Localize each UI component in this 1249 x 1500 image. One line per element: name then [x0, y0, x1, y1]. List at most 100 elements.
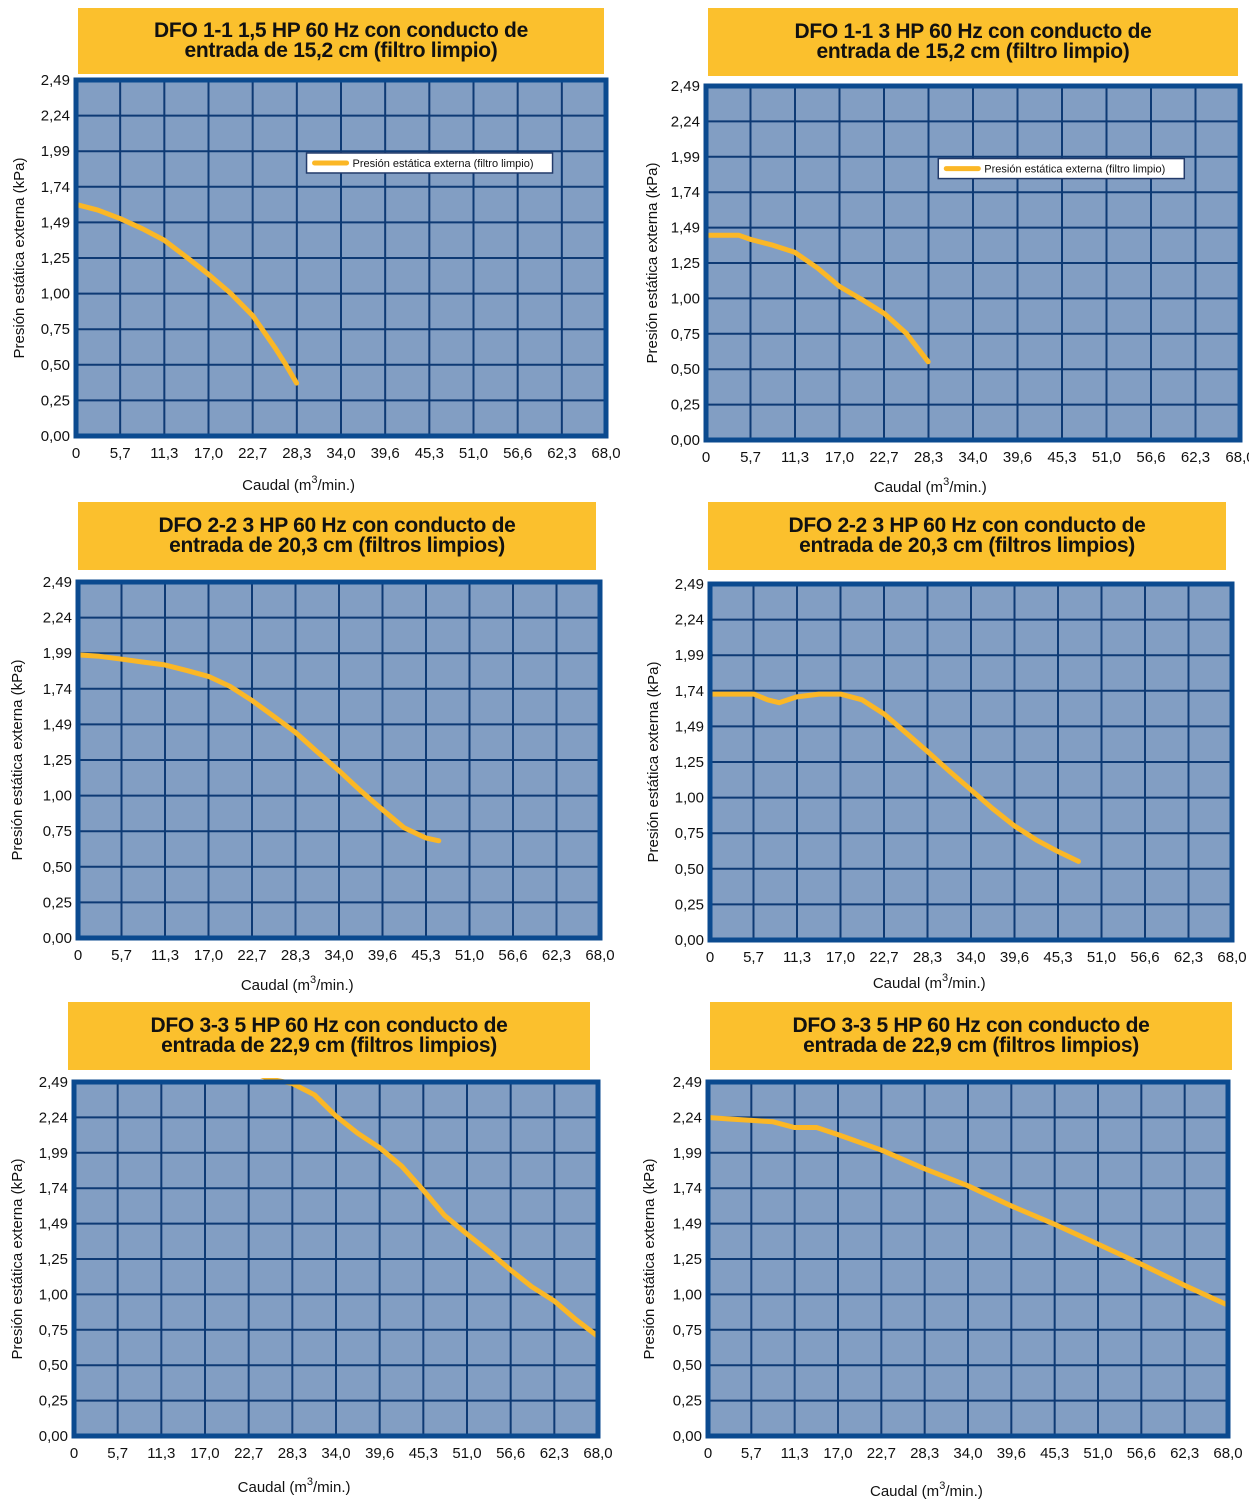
chart-title: DFO 2-2 3 HP 60 Hz con conducto de entrad… — [708, 502, 1226, 570]
y-tick-label: 1,99 — [39, 1145, 68, 1162]
y-tick-label: 0,25 — [39, 1393, 68, 1410]
x-tick-label: 17,0 — [826, 949, 855, 966]
y-tick-label: 1,49 — [39, 1216, 68, 1233]
y-tick-label: 1,74 — [41, 179, 70, 196]
x-tick-label: 68,0 — [1217, 949, 1246, 966]
x-axis-label-tail: /min.) — [948, 975, 986, 992]
chart-title-line: entrada de 20,3 cm (filtros limpios) — [169, 534, 505, 557]
y-tick-label: 1,99 — [675, 647, 704, 664]
x-tick-label: 39,6 — [1000, 949, 1029, 966]
y-tick-label: 1,49 — [41, 214, 70, 231]
x-tick-label: 11,3 — [783, 949, 811, 966]
y-tick-label: 1,49 — [673, 1216, 702, 1233]
x-tick-label: 5,7 — [111, 947, 132, 964]
x-tick-label: 11,3 — [781, 1445, 809, 1462]
x-axis-label-tail: /min.) — [949, 479, 987, 496]
y-tick-label: 1,74 — [673, 1180, 702, 1197]
x-tick-label: 28,3 — [278, 1445, 307, 1462]
x-tick-label: 62,3 — [1174, 949, 1203, 966]
y-tick-label: 1,25 — [671, 255, 700, 272]
y-tick-label: 1,25 — [673, 1251, 702, 1268]
x-tick-label: 45,3 — [411, 947, 440, 964]
legend: Presión estática externa (filtro limpio) — [937, 157, 1186, 180]
x-axis-label-sup: 3 — [311, 474, 317, 486]
x-tick-label: 68,0 — [591, 445, 620, 462]
x-axis-label: Caudal (m3/min.) — [870, 1480, 983, 1500]
x-tick-label: 22,7 — [869, 449, 898, 466]
x-axis-label-sup: 3 — [942, 972, 948, 984]
x-axis-label: Caudal (m3/min.) — [874, 476, 987, 496]
y-tick-label: 1,99 — [671, 149, 700, 166]
plot-frame — [75, 579, 603, 941]
y-tick-label: 0,00 — [41, 428, 70, 445]
x-tick-label: 62,3 — [542, 947, 571, 964]
x-axis-label-tail: /min.) — [313, 1479, 351, 1496]
x-axis-label-main: Caudal (m — [870, 1483, 939, 1500]
y-tick-label: 2,24 — [673, 1109, 702, 1126]
y-tick-label: 0,25 — [41, 392, 70, 409]
y-tick-label: 0,75 — [43, 823, 72, 840]
y-axis-label: Presión estática externa (kPa) — [9, 1159, 26, 1360]
x-tick-label: 45,3 — [1043, 949, 1072, 966]
chart-title-line: entrada de 20,3 cm (filtros limpios) — [799, 534, 1135, 557]
y-tick-label: 1,49 — [671, 220, 700, 237]
x-tick-label: 34,0 — [326, 445, 355, 462]
x-tick-label: 22,7 — [869, 949, 898, 966]
legend-box — [937, 157, 1186, 180]
x-axis-label: Caudal (m3/min.) — [242, 474, 355, 494]
x-tick-label: 0 — [702, 449, 710, 466]
legend-box — [305, 152, 554, 174]
y-tick-label: 1,00 — [43, 788, 72, 805]
chart-title: DFO 2-2 3 HP 60 Hz con conducto de entrad… — [78, 502, 596, 570]
y-tick-label: 1,99 — [673, 1145, 702, 1162]
x-axis-label: Caudal (m3/min.) — [241, 974, 354, 994]
x-tick-label: 22,7 — [234, 1445, 263, 1462]
x-tick-label: 22,7 — [237, 947, 266, 964]
x-tick-label: 34,0 — [956, 949, 985, 966]
y-axis-label: Presión estática externa (kPa) — [9, 660, 26, 861]
y-tick-label: 2,49 — [675, 576, 704, 593]
x-tick-label: 68,0 — [1213, 1445, 1242, 1462]
x-tick-label: 28,3 — [910, 1445, 939, 1462]
y-tick-label: 1,74 — [39, 1180, 68, 1197]
x-tick-label: 34,0 — [953, 1445, 982, 1462]
plot-frame — [707, 581, 1235, 943]
y-tick-label: 0,00 — [675, 932, 704, 949]
chart-title-line: entrada de 15,2 cm (filtro limpio) — [816, 40, 1130, 63]
y-tick-label: 0,50 — [671, 361, 700, 378]
x-axis-label: Caudal (m3/min.) — [873, 972, 986, 992]
y-tick-label: 1,25 — [39, 1251, 68, 1268]
x-tick-label: 45,3 — [409, 1445, 438, 1462]
chart-title: DFO 1-1 3 HP 60 Hz con conducto de entrad… — [708, 8, 1238, 76]
x-tick-label: 39,6 — [997, 1445, 1026, 1462]
x-tick-label: 0 — [706, 949, 714, 966]
x-tick-label: 56,6 — [503, 445, 532, 462]
y-tick-label: 0,00 — [673, 1428, 702, 1445]
x-tick-label: 51,0 — [459, 445, 488, 462]
y-tick-label: 0,75 — [671, 326, 700, 343]
y-tick-label: 0,75 — [673, 1322, 702, 1339]
y-tick-label: 0,25 — [675, 896, 704, 913]
chart-title-line: DFO 1-1 3 HP 60 Hz con conducto de — [794, 20, 1152, 43]
y-tick-label: 1,99 — [41, 143, 70, 160]
x-axis-label-main: Caudal (m — [238, 1479, 307, 1496]
y-tick-label: 0,00 — [43, 930, 72, 947]
x-tick-label: 11,3 — [150, 445, 178, 462]
x-tick-label: 28,3 — [913, 949, 942, 966]
plot-frame — [705, 1079, 1231, 1439]
y-tick-label: 0,75 — [39, 1322, 68, 1339]
chart-title-line: DFO 3-3 5 HP 60 Hz con conducto de — [150, 1014, 508, 1037]
chart-title-line: entrada de 22,9 cm (filtros limpios) — [161, 1034, 497, 1057]
x-tick-label: 56,6 — [1136, 449, 1165, 466]
y-tick-label: 1,25 — [675, 754, 704, 771]
x-tick-label: 5,7 — [110, 445, 131, 462]
x-tick-label: 56,6 — [1130, 949, 1159, 966]
y-tick-label: 0,50 — [43, 859, 72, 876]
chart-title: DFO 3-3 5 HP 60 Hz con conducto de entrad… — [710, 1002, 1232, 1070]
series-line — [260, 1078, 598, 1339]
x-tick-label: 11,3 — [151, 947, 179, 964]
y-tick-label: 1,74 — [43, 681, 72, 698]
y-tick-label: 2,49 — [673, 1074, 702, 1091]
